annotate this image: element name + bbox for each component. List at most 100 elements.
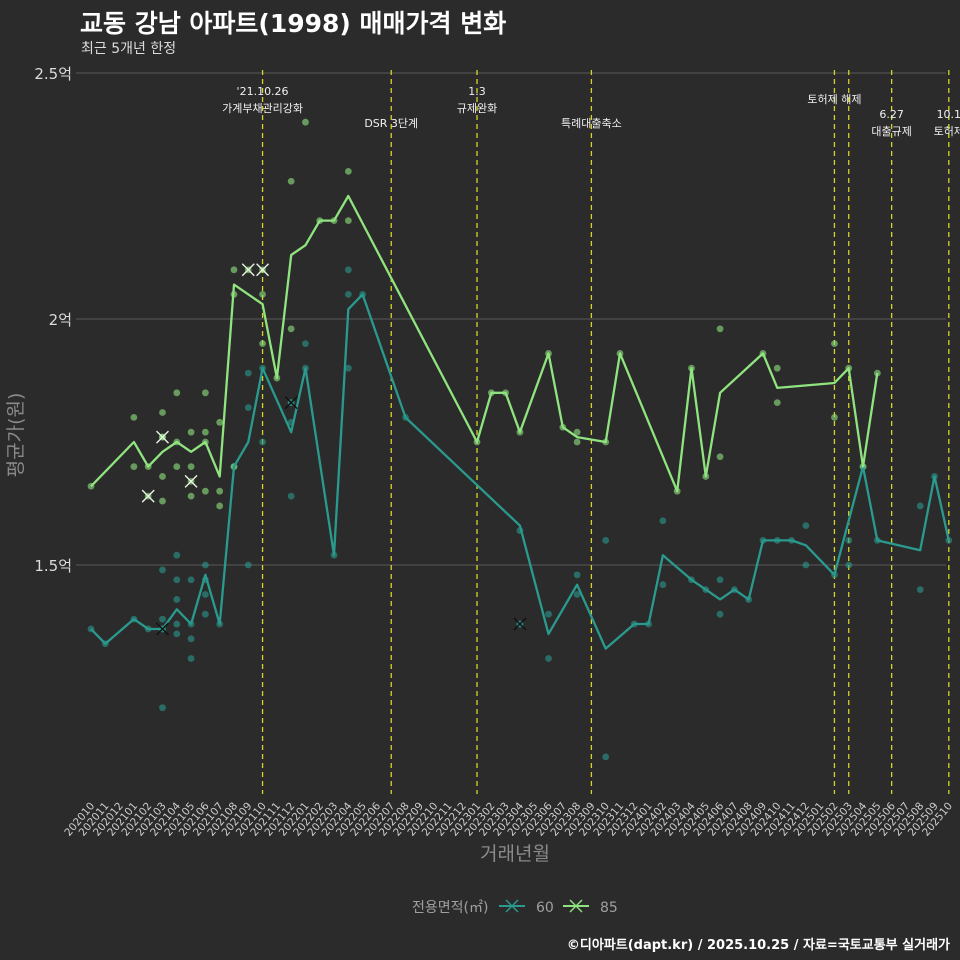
legend-label: 60 [536, 900, 554, 916]
scatter-point-60 [716, 576, 724, 584]
chart-subtitle: 최근 5개년 한정 [81, 41, 177, 57]
series-line-85 [90, 194, 879, 493]
scatter-point-85 [159, 497, 166, 505]
scatter-point-60 [287, 492, 295, 500]
cross-stroke [256, 263, 270, 277]
scatter-point-85 [130, 463, 138, 470]
scatter-point-60 [244, 369, 252, 377]
scatter-point-60 [602, 753, 610, 761]
event-label: 6.27 [879, 108, 904, 121]
event-label: 규제완화 [457, 102, 497, 115]
scatter-point-60 [159, 615, 166, 623]
scatter-point-85 [716, 453, 724, 461]
scatter-point-85 [344, 168, 352, 175]
scatter-point-60 [344, 266, 352, 274]
cancelled-marker-60 [155, 622, 169, 636]
cancelled-marker-60 [513, 617, 527, 631]
legend: 전용면적(㎡) 60 85 [412, 899, 618, 916]
scatter-point-60 [173, 620, 181, 628]
scatter-point-85 [831, 414, 838, 421]
scatter-point-85 [187, 492, 195, 500]
cancelled-marker-60 [284, 396, 298, 410]
scatter-point-85 [130, 414, 138, 421]
event-label: DSR 3단계 [364, 117, 418, 130]
scatter-point-85 [230, 266, 238, 274]
scatter-point-60 [159, 704, 166, 712]
y-axis-ticks: 1.5억 2억 2.5억 [34, 65, 72, 575]
scatter-point-60 [187, 576, 195, 584]
cancel-layer [141, 263, 527, 636]
scatter-point-85 [287, 177, 295, 185]
legend-label: 85 [600, 900, 618, 916]
scatter-point-85 [302, 118, 309, 126]
scatter-point-60 [573, 591, 581, 598]
scatter-point-60 [573, 571, 581, 579]
scatter-point-85 [773, 364, 781, 372]
scatter-point-85 [287, 325, 295, 333]
cross-stroke [284, 396, 298, 410]
cross-stroke [513, 617, 527, 631]
scatter-point-60 [201, 610, 209, 618]
cross-stroke [241, 263, 255, 277]
cancelled-marker-85 [141, 489, 155, 503]
cancelled-marker-85 [241, 263, 255, 277]
scatter-point-60 [187, 635, 195, 643]
scatter-point-85 [201, 389, 209, 397]
scatter-point-60 [659, 581, 667, 589]
y-tick-label: 2억 [49, 311, 72, 329]
scatter-point-85 [159, 473, 166, 480]
scatter-point-85 [187, 428, 195, 436]
cancelled-marker-85 [256, 263, 270, 277]
cross-stroke [155, 622, 169, 636]
legend-entry-85: 85 [563, 899, 618, 916]
scatter-point-85 [831, 340, 838, 347]
scatter-point-60 [259, 438, 266, 446]
source-caption: ©디아파트(dapt.kr) / 2025.10.25 / 자료=국토교통부 실… [566, 938, 950, 953]
scatter-point-60 [159, 566, 166, 574]
scatter-point-85 [344, 217, 352, 225]
scatter-point-60 [945, 537, 953, 544]
scatter-point-60 [545, 610, 552, 618]
scatter-point-85 [573, 428, 581, 436]
scatter-point-60 [602, 537, 610, 544]
x-axis-title: 거래년월 [480, 843, 550, 865]
event-label: 대출규제 [871, 125, 911, 138]
scatter-point-85 [173, 463, 181, 470]
scatter-point-85 [259, 340, 266, 347]
event-label: 10.1 [937, 108, 960, 121]
y-axis-title: 평균가(원) [5, 393, 27, 478]
scatter-point-60 [716, 610, 724, 618]
cross-stroke [569, 899, 583, 913]
scatter-point-60 [187, 655, 195, 662]
scatter-point-85 [259, 291, 266, 298]
scatter-point-60 [173, 576, 181, 584]
event-label: '21.10.26 [237, 85, 289, 98]
scatter-point-60 [845, 561, 853, 569]
scatter-point-60 [802, 522, 810, 530]
scatter-point-60 [845, 537, 853, 544]
scatter-layer [87, 118, 953, 761]
scatter-point-85 [201, 428, 209, 436]
scatter-point-60 [173, 596, 181, 603]
scatter-point-60 [173, 630, 181, 638]
legend-title: 전용면적(㎡) [412, 900, 488, 916]
scatter-point-85 [216, 502, 224, 510]
scatter-point-60 [302, 340, 309, 347]
grid-layer [76, 72, 946, 566]
scatter-point-60 [344, 364, 352, 372]
scatter-point-60 [201, 561, 209, 569]
event-label: 토허제 [934, 125, 960, 138]
scatter-point-60 [173, 551, 181, 559]
event-label: 가계부채관리강화 [222, 102, 303, 115]
chart-title: 교동 강남 아파트(1998) 매매가격 변화 [80, 9, 507, 38]
legend-swatch-cross [505, 899, 519, 913]
cross-stroke [505, 899, 519, 913]
scatter-point-85 [173, 389, 181, 397]
scatter-point-85 [201, 487, 209, 495]
series-line-60 [90, 293, 950, 650]
cross-stroke [184, 474, 198, 488]
cross-stroke [141, 489, 155, 503]
scatter-point-85 [573, 438, 581, 446]
scatter-point-60 [916, 502, 924, 510]
